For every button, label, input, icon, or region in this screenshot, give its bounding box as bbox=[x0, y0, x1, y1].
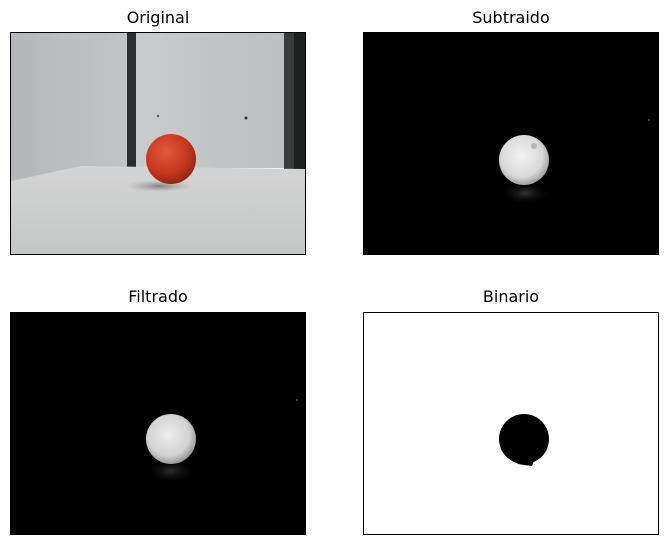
image-original bbox=[10, 32, 306, 255]
filtrado-image bbox=[11, 313, 305, 534]
panel-title-original: Original bbox=[126, 8, 190, 27]
image-subtraido bbox=[363, 32, 659, 255]
binario-mask bbox=[364, 313, 658, 534]
image-binario bbox=[363, 312, 659, 535]
panel-title-subtraido: Subtraido bbox=[472, 8, 550, 27]
subtraido-image bbox=[364, 33, 658, 254]
panel-title-filtrado: Filtrado bbox=[128, 287, 188, 306]
panel-title-binario: Binario bbox=[482, 287, 540, 306]
image-filtrado bbox=[10, 312, 306, 535]
original-photo bbox=[11, 33, 305, 254]
